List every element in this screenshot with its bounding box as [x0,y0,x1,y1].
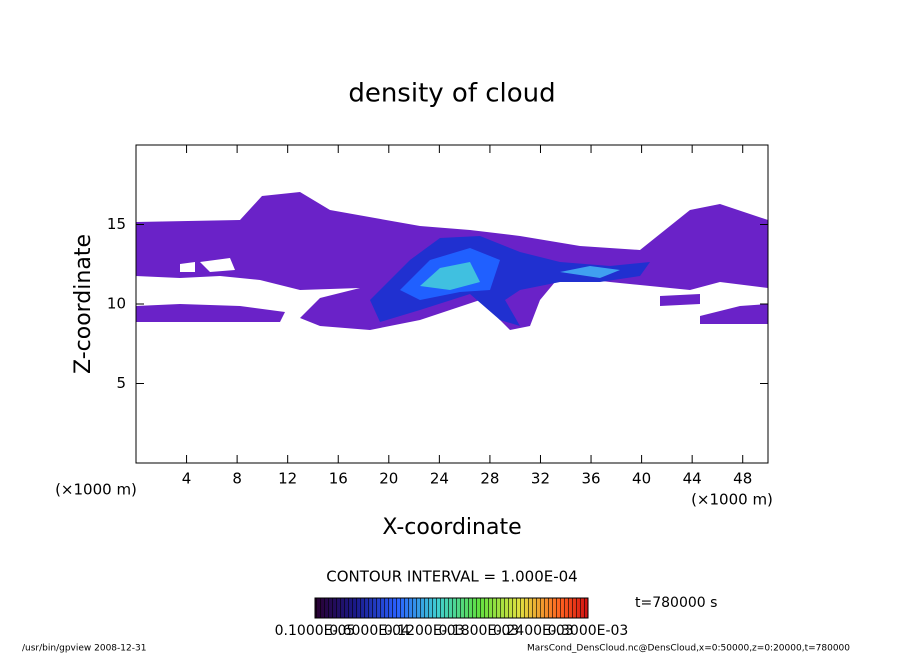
x-tick-label: 40 [632,470,651,488]
colorbar-label: 0.1000E-05 [275,623,356,639]
colorbar-label: 0.2400E-03 [493,623,574,639]
x-tick-label: 36 [581,470,600,488]
colorbar-label: 0.3000E-03 [548,623,629,639]
x-tick-label: 16 [329,470,348,488]
contour-field [136,192,768,330]
colorbar-label: 0.6000E-04 [329,623,410,639]
x-tick-label: 32 [531,470,550,488]
x-unit-label: (×1000 m) [691,491,773,509]
footer-left: /usr/bin/gpview 2008-12-31 [22,644,146,654]
x-tick-label: 8 [232,470,242,488]
colorbar-label: 0.1800E-03 [438,623,519,639]
contour-interval: CONTOUR INTERVAL = 1.000E-04 [326,568,577,586]
y-tick-label: 5 [116,374,126,392]
x-tick-label: 12 [278,470,297,488]
x-tick-label: 4 [182,470,192,488]
x-tick-label: 48 [733,470,752,488]
x-tick-label: 24 [430,470,449,488]
x-axis-label: X-coordinate [382,515,521,540]
chart-title: density of cloud [348,79,555,109]
y-tick-label: 15 [107,215,126,233]
x-tick-label: 44 [683,470,702,488]
time-label: t=780000 s [635,595,717,611]
y-axis-label: Z-coordinate [71,234,96,374]
y-tick-label: 10 [107,295,126,313]
footer-right: MarsCond_DensCloud.nc@DensCloud,x=0:5000… [527,644,850,654]
x-tick-label: 28 [480,470,499,488]
colorbar-label: 0.1200E-03 [384,623,465,639]
x-tick-label: 20 [379,470,398,488]
y-unit-label: (×1000 m) [55,481,137,499]
colorbar-stripes [315,598,588,618]
